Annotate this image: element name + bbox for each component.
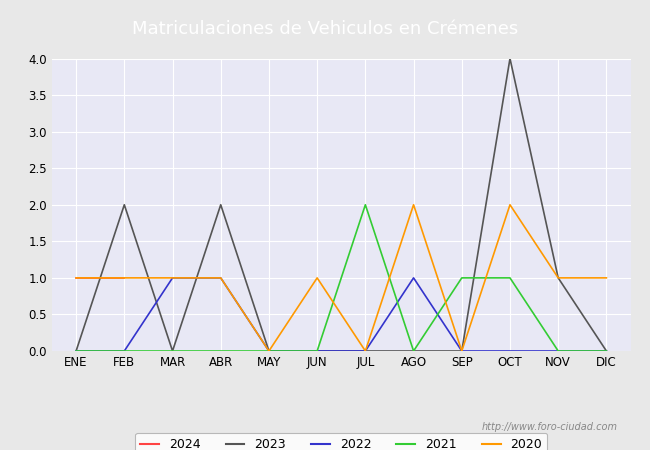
Text: Matriculaciones de Vehiculos en Crémenes: Matriculaciones de Vehiculos en Crémenes [132,20,518,38]
Legend: 2024, 2023, 2022, 2021, 2020: 2024, 2023, 2022, 2021, 2020 [135,433,547,450]
Text: http://www.foro-ciudad.com: http://www.foro-ciudad.com [482,422,618,432]
